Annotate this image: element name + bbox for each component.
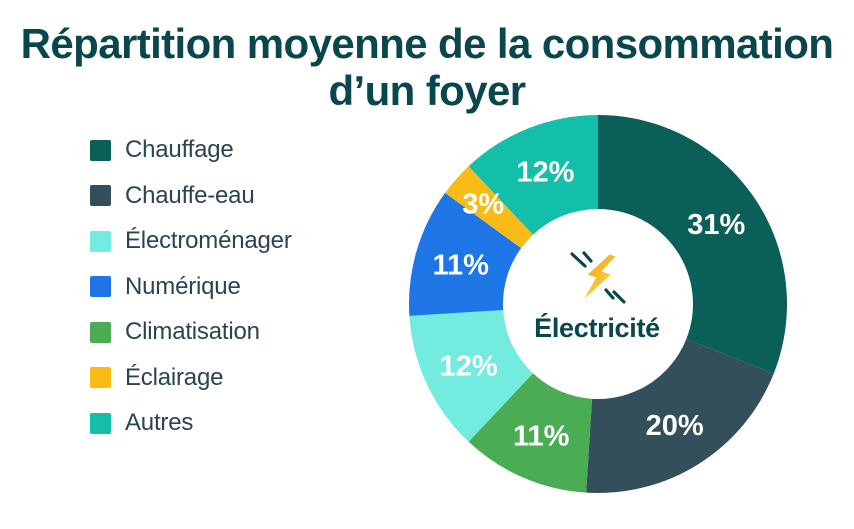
donut-segments [409,114,787,493]
donut-segment [409,192,522,316]
legend-label: Chauffe-eau [125,181,255,209]
legend-item: Autres [90,409,292,436]
percent-label: 11% [513,421,570,453]
legend-item: Numérique [90,272,292,300]
chart-title: Répartition moyenne de la consommation d’… [0,20,854,114]
donut-percent-labels: 31% 20% 11% 12% 11% 3% 12% [432,156,745,452]
percent-label: 20% [646,410,704,442]
donut-segment [409,309,533,442]
legend-swatch [90,321,111,343]
legend-label: Chauffage [125,136,234,163]
legend: Chauffage Chauffe-eau Électroménager Numéri… [90,136,292,436]
legend-label: Éclairage [125,363,224,391]
legend-label: Numérique [125,272,241,300]
electricity-center: Électricité [534,251,660,343]
percent-label: 12% [440,350,498,382]
legend-label: Climatisation [125,318,260,345]
legend-label: Électroménager [125,227,292,254]
legend-swatch [90,139,111,161]
legend-item: Électroménager [90,227,292,254]
donut-segment [598,115,787,374]
percent-label: 12% [516,156,574,188]
percent-label: 31% [687,209,745,241]
lightning-bolt-icon [584,254,616,299]
legend-item: Chauffe-eau [90,181,292,209]
donut-segment [445,166,533,249]
legend-item: Chauffage [90,136,292,163]
chart-title-line1: Répartition moyenne de la consommation [20,20,834,67]
legend-swatch [90,367,111,388]
legend-swatch [90,276,111,297]
legend-swatch [90,185,111,206]
percent-label: 3% [462,188,504,220]
legend-swatch [90,412,111,434]
legend-item: Climatisation [90,318,292,345]
legend-label: Autres [125,409,194,436]
donut-segment [586,338,774,493]
legend-item: Éclairage [90,363,292,391]
chart-title-line2: d’un foyer [328,67,526,114]
donut-segment [468,114,598,235]
percent-label: 11% [432,250,489,282]
donut-segment [468,373,593,493]
spark-lines [570,251,626,304]
center-label: Électricité [534,312,660,343]
legend-swatch [90,230,111,252]
